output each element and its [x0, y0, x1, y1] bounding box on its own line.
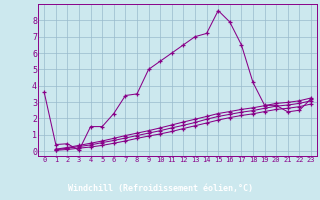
- Text: Windchill (Refroidissement éolien,°C): Windchill (Refroidissement éolien,°C): [68, 184, 252, 193]
